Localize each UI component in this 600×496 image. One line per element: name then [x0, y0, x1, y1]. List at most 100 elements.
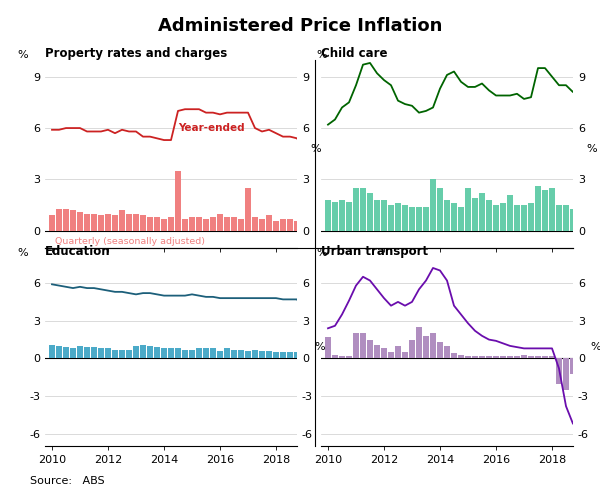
Bar: [346, 356, 352, 359]
Text: Source:   ABS: Source: ABS: [30, 476, 104, 486]
Bar: [231, 350, 237, 359]
Bar: [598, 354, 600, 359]
Bar: [374, 200, 380, 231]
Bar: [364, 226, 370, 231]
Bar: [112, 350, 118, 359]
Bar: [542, 356, 548, 359]
Bar: [364, 352, 370, 359]
Bar: [133, 346, 139, 359]
Bar: [84, 347, 90, 359]
Bar: [591, 355, 597, 359]
Bar: [266, 215, 272, 231]
Bar: [343, 224, 349, 231]
Bar: [224, 348, 230, 359]
Bar: [350, 354, 356, 359]
Bar: [486, 356, 492, 359]
Bar: [521, 205, 527, 231]
Text: %: %: [316, 50, 326, 60]
Bar: [479, 356, 485, 359]
Bar: [395, 346, 401, 359]
Bar: [49, 215, 55, 231]
Bar: [381, 348, 387, 359]
Bar: [339, 200, 345, 231]
Bar: [423, 207, 429, 231]
Bar: [273, 352, 279, 359]
Text: Administered Price Inflation: Administered Price Inflation: [158, 17, 442, 35]
Bar: [451, 203, 457, 231]
Bar: [563, 359, 569, 390]
Y-axis label: %: %: [590, 342, 600, 352]
Bar: [259, 219, 265, 231]
Y-axis label: %: %: [587, 144, 597, 154]
Bar: [332, 202, 338, 231]
Bar: [353, 188, 359, 231]
Bar: [570, 209, 576, 231]
Y-axis label: %: %: [311, 144, 321, 154]
Bar: [175, 348, 181, 359]
Bar: [399, 350, 405, 359]
Bar: [385, 348, 391, 359]
Bar: [563, 205, 569, 231]
Bar: [210, 348, 216, 359]
Bar: [126, 350, 132, 359]
Bar: [493, 356, 499, 359]
Bar: [493, 205, 499, 231]
Bar: [514, 356, 520, 359]
Bar: [374, 345, 380, 359]
Bar: [252, 350, 258, 359]
Bar: [203, 219, 209, 231]
Bar: [402, 205, 408, 231]
Bar: [252, 217, 258, 231]
Bar: [238, 219, 244, 231]
Bar: [189, 350, 195, 359]
Bar: [360, 333, 366, 359]
Bar: [367, 193, 373, 231]
Bar: [133, 214, 139, 231]
Bar: [343, 352, 349, 359]
Bar: [273, 221, 279, 231]
Bar: [203, 348, 209, 359]
Bar: [385, 222, 391, 231]
Bar: [84, 214, 90, 231]
Bar: [388, 352, 394, 359]
Bar: [70, 348, 76, 359]
Bar: [56, 209, 62, 231]
Bar: [140, 215, 146, 231]
Bar: [98, 348, 104, 359]
Bar: [245, 351, 251, 359]
Bar: [542, 190, 548, 231]
Bar: [336, 355, 342, 359]
Bar: [154, 347, 160, 359]
Bar: [378, 359, 384, 360]
Bar: [465, 356, 471, 359]
Bar: [381, 200, 387, 231]
Bar: [556, 359, 562, 383]
Bar: [112, 215, 118, 231]
Bar: [388, 205, 394, 231]
Bar: [395, 203, 401, 231]
Bar: [182, 219, 188, 231]
Bar: [514, 205, 520, 231]
Bar: [535, 186, 541, 231]
Bar: [577, 183, 583, 231]
Bar: [315, 222, 321, 231]
Bar: [175, 171, 181, 231]
Bar: [259, 351, 265, 359]
Bar: [308, 355, 314, 359]
Bar: [339, 356, 345, 359]
Bar: [367, 340, 373, 359]
Bar: [245, 188, 251, 231]
Bar: [70, 210, 76, 231]
Bar: [231, 217, 237, 231]
Bar: [56, 346, 62, 359]
Bar: [126, 214, 132, 231]
Bar: [430, 333, 436, 359]
Bar: [549, 188, 555, 231]
Bar: [402, 352, 408, 359]
Text: %: %: [17, 248, 28, 258]
Bar: [556, 205, 562, 231]
Bar: [507, 195, 513, 231]
Bar: [416, 327, 422, 359]
Bar: [336, 224, 342, 231]
Bar: [371, 226, 377, 231]
